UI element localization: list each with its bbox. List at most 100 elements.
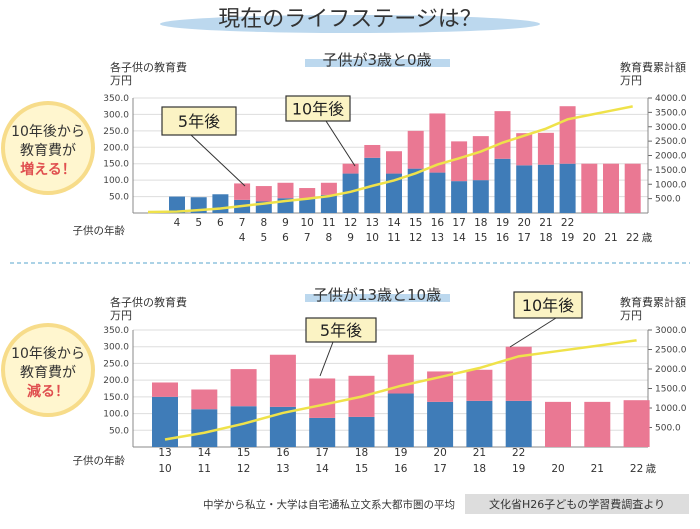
right-tick-label: 2500.0	[655, 346, 687, 356]
bar-older-child	[506, 401, 532, 447]
bar-older-child	[349, 417, 375, 447]
footer-source: 文化省H26子どもの学習費調査より	[489, 497, 665, 511]
x-label-younger: 18	[539, 232, 552, 244]
bar-younger-child	[495, 111, 511, 159]
footer-note: 中学から私立・大学は自宅通私立文系大都市圏の平均	[203, 498, 455, 511]
x-label-younger: 21	[604, 232, 617, 244]
x-label-older: 12	[344, 217, 357, 229]
callout-pointer	[510, 318, 556, 347]
bar-younger-child	[278, 183, 294, 198]
bar-younger-child	[364, 145, 380, 158]
bar-younger-child	[256, 186, 272, 201]
x-label-older: 6	[217, 217, 224, 229]
x-label-younger: 6	[282, 232, 289, 244]
x-label-younger: 19	[512, 463, 525, 475]
x-label-older: 19	[496, 217, 509, 229]
left-axis-title: 各子供の教育費	[110, 295, 187, 309]
bar-younger-child	[152, 382, 178, 396]
bar-younger-child	[321, 183, 337, 195]
bar-older-child	[191, 409, 217, 447]
x-label-older: 15	[409, 217, 422, 229]
callout-label: 5年後	[320, 321, 362, 340]
bar-older-child	[429, 173, 445, 213]
chart-subtitle: 子供が3歳と0歳	[322, 51, 431, 69]
x-label-older: 13	[158, 447, 171, 459]
x-label-younger: 5	[260, 232, 267, 244]
right-tick-label: 1000.0	[655, 404, 687, 414]
right-tick-label: 1000.0	[655, 180, 687, 190]
x-label-older: 11	[322, 217, 335, 229]
left-tick-label: 300.0	[103, 110, 129, 120]
x-label-younger: 21	[591, 463, 604, 475]
left-tick-label: 250.0	[103, 359, 129, 369]
right-axis-title: 教育費累計額	[620, 60, 686, 74]
x-label-older: 21	[473, 447, 486, 459]
x-label-younger: 18	[473, 463, 486, 475]
side-badge-line: 増える！	[20, 161, 76, 178]
left-tick-label: 150.0	[103, 160, 129, 170]
left-tick-label: 350.0	[103, 326, 129, 336]
callout-pointer	[191, 135, 245, 186]
x-label-younger: 10	[158, 463, 171, 475]
age-unit: 歳	[642, 232, 653, 244]
x-label-older: 10	[301, 217, 314, 229]
bar-older-child	[538, 165, 554, 213]
x-label-younger: 19	[561, 232, 574, 244]
x-label-older: 13	[366, 217, 379, 229]
left-tick-label: 250.0	[103, 127, 129, 137]
x-label-younger: 10	[366, 232, 379, 244]
x-label-older: 9	[282, 217, 289, 229]
bar-younger-child	[624, 400, 650, 447]
bar-older-child	[495, 159, 511, 213]
bar-older-child	[451, 181, 467, 213]
x-label-younger: 12	[409, 232, 422, 244]
x-axis-title: 子供の年齢	[73, 454, 126, 467]
bar-older-child	[427, 402, 453, 447]
bar-older-child	[309, 418, 335, 447]
callout-label: 10年後	[292, 100, 344, 119]
bar-younger-child	[343, 164, 359, 174]
right-tick-label: 4000.0	[655, 94, 687, 104]
x-label-younger: 16	[394, 463, 408, 475]
bar-younger-child	[473, 136, 489, 180]
side-badge-line: 減る！	[27, 383, 69, 400]
callout-pointer	[326, 121, 355, 166]
x-label-younger: 20	[551, 463, 564, 475]
right-axis-unit: 万円	[620, 309, 642, 322]
bar-younger-child	[538, 133, 554, 165]
right-tick-label: 3000.0	[655, 326, 687, 336]
bar-younger-child	[270, 355, 296, 407]
x-label-older: 14	[198, 447, 212, 459]
x-label-older: 22	[561, 217, 574, 229]
chart-2: 子供が13歳と10歳各子供の教育費万円教育費累計額万円50.0100.0150.…	[3, 286, 687, 475]
x-label-older: 5	[195, 217, 202, 229]
x-label-older: 20	[518, 217, 531, 229]
x-label-older: 22	[512, 447, 525, 459]
x-label-older: 14	[387, 217, 401, 229]
right-tick-label: 500.0	[655, 195, 681, 205]
right-tick-label: 500.0	[655, 424, 681, 434]
bar-younger-child	[408, 131, 424, 169]
bar-older-child	[560, 164, 576, 213]
x-label-older: 16	[431, 217, 445, 229]
x-label-older: 16	[276, 447, 290, 459]
age-unit: 歳	[646, 463, 657, 475]
right-tick-label: 1500.0	[655, 166, 687, 176]
left-tick-label: 100.0	[103, 410, 129, 420]
right-tick-label: 2000.0	[655, 365, 687, 375]
x-label-older: 21	[539, 217, 552, 229]
left-axis-unit: 万円	[110, 309, 132, 322]
x-label-older: 18	[474, 217, 487, 229]
chart-subtitle: 子供が13歳と10歳	[313, 286, 441, 304]
x-label-younger: 12	[237, 463, 250, 475]
x-label-younger: 14	[316, 463, 330, 475]
x-label-older: 8	[260, 217, 267, 229]
left-axis-unit: 万円	[110, 74, 132, 87]
bar-younger-child	[191, 390, 217, 410]
x-label-younger: 7	[304, 232, 311, 244]
callout-label: 10年後	[522, 296, 574, 315]
x-label-older: 15	[237, 447, 250, 459]
x-label-younger: 16	[496, 232, 510, 244]
left-tick-label: 150.0	[103, 393, 129, 403]
